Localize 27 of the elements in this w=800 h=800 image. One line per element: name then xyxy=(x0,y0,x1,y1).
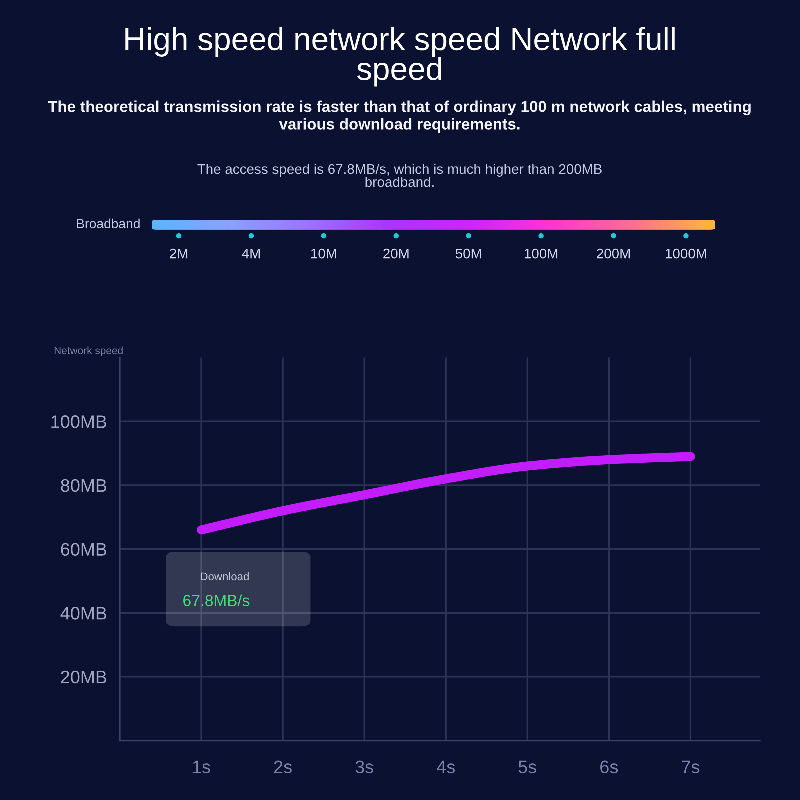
category-label: 200M xyxy=(597,248,630,259)
y-tick-label: 40MB xyxy=(60,607,107,620)
x-tick-label: 3s xyxy=(356,760,374,774)
category-label: 20M xyxy=(384,248,409,259)
y-tick-label: 60MB xyxy=(61,543,107,556)
x-tick-label: 2s xyxy=(274,760,292,774)
y-axis-title: Network speed xyxy=(54,346,123,356)
x-tick-label: 1s xyxy=(193,760,210,774)
x-tick-label: 4s xyxy=(436,760,455,774)
category-label: 10M xyxy=(311,248,336,259)
annotation: Download xyxy=(201,572,249,581)
text: High speed network speed Network full speed xyxy=(126,27,675,87)
text: Broadband xyxy=(77,218,140,229)
text: The theoretical transmission rate is faster than that of ordinary 100 m network cables, meeting various download requirements. xyxy=(48,100,751,133)
category-label: 50M xyxy=(456,248,482,259)
x-tick-label: 7s xyxy=(682,760,700,774)
text: The access speed is 67.8MB/s, which is much higher than 200MB broadband. xyxy=(198,164,602,188)
category-label: 4M xyxy=(242,249,260,259)
category-label: 1000M xyxy=(666,248,706,259)
y-tick-label: 20MB xyxy=(61,670,107,684)
y-tick-label: 80MB xyxy=(61,479,107,492)
annotation: 67.8MB/s xyxy=(184,594,250,606)
category-label: 100M xyxy=(524,248,558,259)
category-label: 2M xyxy=(170,248,188,259)
x-tick-label: 6s xyxy=(600,760,618,774)
x-tick-label: 5s xyxy=(518,760,537,774)
y-tick-label: 100MB xyxy=(52,416,107,428)
